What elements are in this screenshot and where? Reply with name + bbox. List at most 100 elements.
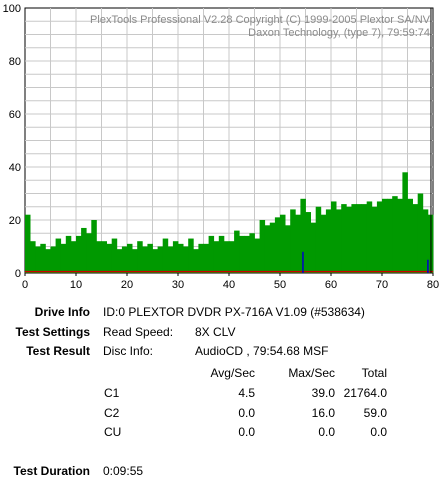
c1-bar: [264, 225, 271, 273]
row-max: 39.0: [311, 386, 335, 400]
y-tick-label: 80: [9, 56, 21, 68]
c1-bar: [341, 204, 347, 273]
row-total: 21764.0: [343, 386, 387, 400]
c1-bar: [229, 241, 235, 273]
c1-bar: [137, 241, 143, 273]
c1-bar: [417, 193, 424, 273]
test-duration-label: Test Duration: [13, 464, 90, 478]
c1-bar: [147, 243, 153, 273]
c1-bar: [142, 246, 148, 273]
test-result-label: Test Result: [26, 344, 90, 358]
c1-bar: [106, 243, 113, 273]
test-result-row: Test Result Disc Info: AudioCD , 79:54.6…: [0, 343, 443, 359]
row-max: 16.0: [311, 406, 335, 420]
c1-bar: [382, 198, 388, 273]
c1-bar: [188, 238, 194, 273]
c1-bar: [305, 212, 311, 273]
c1-bar: [422, 209, 429, 273]
c1-bar: [198, 243, 204, 273]
read-speed-value: 8X CLV: [195, 325, 236, 339]
row-name: C2: [104, 406, 120, 420]
chart-extras: [25, 8, 433, 273]
c1-bar: [239, 235, 245, 273]
test-duration-row: Test Duration 0:09:55: [0, 463, 443, 479]
c1-bar: [295, 214, 301, 273]
c1-bar: [91, 220, 97, 273]
y-tick-label: 20: [9, 215, 21, 227]
row-avg: 0.0: [238, 406, 255, 420]
c1-bar: [300, 198, 306, 273]
x-tick-label: 30: [172, 279, 184, 291]
disc-info-key: Disc Info:: [103, 344, 154, 358]
stats-row-c2: C2 0.0 16.0 59.0: [0, 405, 443, 421]
error-rate-chart: 0 20 40 60 80 100 0 10 20 30 40 50 60 70 80 PlexTools…: [3, 3, 439, 291]
x-axis-ticks: 0 10 20 30 40 50 60 70 80: [22, 273, 439, 291]
c1-bar: [325, 209, 332, 273]
c1-bar: [70, 241, 77, 273]
c1-bar: [101, 241, 107, 273]
y-axis-ticks: 0 20 40 60 80 100: [3, 3, 21, 280]
drive-info-row: Drive Info ID:0 PLEXTOR DVDR PX-716A V1.…: [0, 304, 443, 320]
c1-bar: [96, 241, 102, 273]
c1-bar: [35, 246, 41, 273]
c1-bar: [203, 243, 209, 273]
test-duration-value: 0:09:55: [103, 464, 144, 478]
c1-bar: [116, 249, 123, 273]
c1-bar: [402, 172, 408, 273]
c1-bar: [81, 227, 87, 273]
watermark-line-1: PlexTools Professional V2.28 Copyright (…: [90, 14, 431, 26]
row-total: 0.0: [370, 425, 387, 439]
c1-bar: [346, 206, 352, 273]
c1-bar: [254, 238, 260, 273]
row-avg: 4.5: [238, 386, 255, 400]
row-max: 0.0: [318, 425, 335, 439]
c1-bar: [371, 206, 378, 273]
watermark-line-2: Daxon Technology, (type 7), 79:59:74: [248, 27, 430, 39]
c1-bar: [336, 209, 342, 273]
c1-bar: [351, 204, 357, 273]
c1-bar: [387, 198, 393, 273]
c1-bar: [208, 235, 215, 273]
c1-bar: [249, 233, 255, 273]
x-tick-label: 20: [121, 279, 133, 291]
c1-bar: [172, 241, 179, 273]
c1-bar: [218, 235, 225, 273]
x-tick-label: 80: [427, 279, 439, 291]
c1-bar: [356, 204, 362, 273]
c1-bar: [331, 201, 337, 273]
c1-bar: [55, 238, 62, 273]
c1-bar: [132, 249, 138, 273]
row-avg: 0.0: [238, 425, 255, 439]
test-settings-label: Test Settings: [15, 325, 90, 339]
c1-bar: [25, 214, 31, 273]
c1-bar: [392, 196, 398, 273]
c1-bar: [376, 201, 383, 273]
drive-info-value: ID:0 PLEXTOR DVDR PX-716A V1.09 (#538634…: [103, 305, 365, 319]
c1-bar: [366, 201, 373, 273]
c1-bar: [50, 246, 56, 273]
c1-bars: [25, 172, 434, 273]
y-tick-label: 100: [3, 3, 21, 15]
x-tick-label: 70: [376, 279, 388, 291]
c1-bar: [162, 238, 169, 273]
c1-bar: [280, 214, 286, 273]
c1-bar: [361, 204, 368, 273]
total-header: Total: [361, 366, 387, 380]
c1-bar: [290, 209, 296, 273]
c1-bar: [121, 246, 128, 273]
c1-bar: [76, 235, 82, 273]
row-name: CU: [104, 425, 122, 439]
grid-lines: [25, 8, 433, 273]
max-header: Max/Sec: [288, 366, 335, 380]
c1-bar: [285, 225, 291, 273]
c1-bar: [269, 222, 276, 273]
c1-bar: [60, 243, 67, 273]
x-tick-label: 10: [70, 279, 82, 291]
row-total: 59.0: [363, 406, 387, 420]
c1-bar: [152, 249, 158, 273]
c1-bar: [234, 230, 240, 273]
c1-bar: [259, 220, 266, 273]
c1-bar: [223, 241, 230, 273]
x-tick-label: 50: [274, 279, 286, 291]
c1-bar: [320, 214, 327, 273]
